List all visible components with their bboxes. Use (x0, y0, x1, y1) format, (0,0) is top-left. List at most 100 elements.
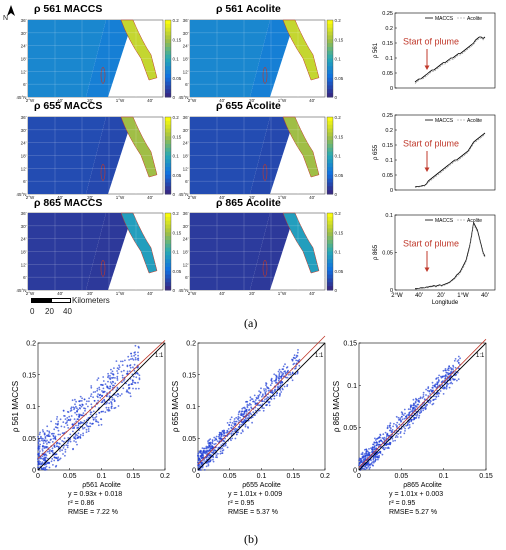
y-tick-label: 0.1 (26, 404, 36, 411)
lon-tick: 2°W (26, 291, 35, 296)
scale-bar-label: Kilometers (72, 296, 110, 305)
annotation-start-of-plume: Start of plume (403, 139, 459, 149)
fit-stat-line: r² = 0.95 (389, 500, 416, 507)
annotation-start-of-plume: Start of plume (403, 37, 459, 47)
lon-tick: 1°W (116, 291, 125, 296)
lon-tick: 20' (249, 195, 255, 200)
lon-tick: 20' (249, 291, 255, 296)
y-tick-label: 0.2 (385, 128, 393, 134)
series-line-MACCS (414, 36, 486, 83)
series-line-Acolite (415, 222, 486, 290)
colorbar-tick: 0.2 (173, 211, 180, 216)
fit-stats-1: y = 1.01x + 0.009 r² = 0.95 RMSE = 5.37 % (228, 490, 282, 517)
scale-tick-0: 0 (30, 307, 35, 316)
y-tick-label: 0.05 (22, 436, 36, 443)
x-tick-label: 0 (196, 473, 200, 480)
y-tick-label: 0.15 (382, 143, 393, 149)
colorbar-tick: 0.2 (173, 115, 180, 120)
series-line-Acolite (414, 38, 486, 84)
y-tick-label: 0.15 (182, 372, 196, 379)
colorbar (326, 212, 334, 291)
legend: MACCS Acolite (425, 118, 482, 124)
lon-tick: 20' (87, 291, 93, 296)
caption-b: (b) (244, 532, 258, 546)
lat-tick: 45°N (178, 288, 188, 293)
colorbar (326, 19, 334, 98)
lon-tick: 1°W (278, 98, 287, 103)
y-tick-label: 0.25 (382, 113, 393, 119)
x-tick-label: 0 (357, 473, 361, 480)
x-tick-label: 1°W (457, 293, 469, 299)
colorbar-tick: 0.15 (335, 134, 344, 139)
lat-tick: 6' (23, 275, 27, 280)
fit-stat-line: r² = 0.95 (228, 500, 255, 507)
colorbar (164, 19, 172, 98)
y-tick-label: 0.1 (347, 383, 357, 390)
lon-tick: 40' (147, 98, 153, 103)
map-panel-1: 0.2 0.15 0.1 0.05 0 36' 30' 24' 18' 12' 6' 45°N2°W 4… (178, 18, 344, 103)
y-tick-label: 0.2 (186, 341, 196, 348)
lat-tick: 24' (21, 141, 27, 146)
lon-tick: 40' (219, 98, 225, 103)
colorbar-tick: 0.05 (335, 76, 344, 81)
lat-tick: 18' (21, 57, 27, 62)
scale-tick-20: 20 (45, 307, 54, 316)
lat-tick: 18' (183, 154, 189, 159)
y-axis-label: ρ 865 MACCS (332, 381, 341, 432)
fit-stats-2: y = 1.01x + 0.003 r² = 0.95 RMSE= 5.27 % (389, 490, 443, 517)
colorbar-tick: 0.05 (173, 76, 182, 81)
y-tick-label: 0 (353, 468, 357, 475)
colorbar-tick: 0.15 (173, 230, 182, 235)
lat-tick: 24' (183, 237, 189, 242)
map-title-1: ρ 561 Acolite (216, 3, 281, 15)
lat-tick: 24' (183, 141, 189, 146)
map-title-5: ρ 865 Acolite (216, 197, 281, 209)
colorbar-tick: 0 (173, 288, 176, 293)
fit-stat-line: y = 1.01x + 0.003 (389, 491, 444, 498)
lat-tick: 30' (183, 128, 189, 133)
lon-tick: 40' (309, 195, 315, 200)
fit-stat-line: r² = 0.86 (68, 500, 95, 507)
lon-tick: 20' (249, 98, 255, 103)
lat-tick: 30' (21, 224, 27, 229)
north-arrow-label: N (3, 15, 9, 22)
lon-tick: 40' (147, 195, 153, 200)
caption-a: (a) (244, 316, 258, 330)
y-tick-label: 0.05 (343, 425, 357, 432)
colorbar-tick: 0.1 (335, 154, 342, 159)
lat-tick: 6' (185, 82, 189, 87)
x-tick-label: 0.05 (395, 473, 409, 480)
colorbar (326, 116, 334, 195)
lat-tick: 30' (183, 224, 189, 229)
fit-stat-line: RMSE = 5.37 % (228, 509, 278, 516)
scatter-plot-0: 1:1 0 0.05 0.1 0.15 0.2 0 0.05 0.1 0.15 0.2 ρ561 Ac… (11, 340, 170, 489)
colorbar-tick: 0 (173, 95, 176, 100)
transect-chart-2: 0.1 0.05 0 ρ 865 MACCS Acolite Start of plume 2… (373, 213, 496, 306)
lat-tick: 45°N (16, 192, 26, 197)
colorbar-tick: 0 (335, 192, 338, 197)
map-title-0: ρ 561 MACCS (34, 3, 103, 15)
y-tick-label: 0 (390, 288, 393, 294)
map-panel-0: 0.2 0.15 0.1 0.05 0 36' 30' 24' 18' 12' 6' 45°N2°W 4… (16, 18, 182, 103)
x-axis-label: ρ561 Acolite (82, 482, 121, 489)
x-tick-label: 0.2 (320, 473, 330, 480)
lat-tick: 45°N (16, 288, 26, 293)
y-axis-label: ρ 561 MACCS (11, 381, 20, 432)
scatter-plot-2: 1:1 0 0.05 0.1 0.15 0 0.05 0.1 0.15 ρ865 Acolite ρ… (332, 338, 493, 489)
lon-tick: 1°W (116, 195, 125, 200)
lat-tick: 30' (21, 128, 27, 133)
scatter-plot-1: 1:1 0 0.05 0.1 0.15 0.2 0 0.05 0.1 0.15 0.2 ρ655 Ac… (171, 335, 330, 489)
series-line-MACCS (415, 221, 486, 289)
colorbar-tick: 0.05 (335, 269, 344, 274)
y-tick-label: 0.15 (22, 372, 36, 379)
y-axis-label: ρ 561 (373, 42, 379, 58)
lat-tick: 36' (183, 211, 189, 216)
plot-frame (394, 214, 496, 291)
lon-tick: 40' (57, 98, 63, 103)
lat-tick: 24' (21, 237, 27, 242)
legend-item: MACCS (435, 118, 454, 124)
colorbar-tick: 0.2 (335, 115, 342, 120)
one-to-one-label: 1:1 (476, 353, 485, 359)
x-tick-label: 2°W (391, 293, 403, 299)
x-tick-label: 0.1 (439, 473, 449, 480)
